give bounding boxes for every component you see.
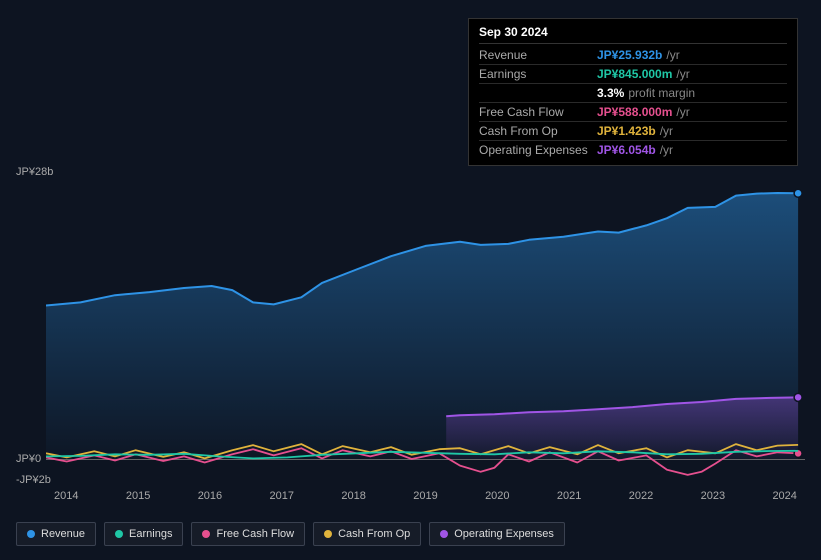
tooltip-row-label: Operating Expenses — [479, 143, 597, 157]
tooltip-row-label: Cash From Op — [479, 124, 597, 138]
legend-item-revenue[interactable]: Revenue — [16, 522, 96, 546]
tooltip-row-unit: /yr — [666, 48, 679, 62]
tooltip-row-label: Revenue — [479, 48, 597, 62]
tooltip-row-label: Free Cash Flow — [479, 105, 597, 119]
tooltip-date: Sep 30 2024 — [479, 25, 787, 44]
x-tick: 2016 — [198, 490, 222, 502]
legend-swatch — [324, 530, 332, 538]
legend-swatch — [440, 530, 448, 538]
tooltip-row: Operating ExpensesJP¥6.054b/yr — [479, 141, 787, 159]
x-tick: 2019 — [413, 490, 437, 502]
tooltip-row-unit: profit margin — [628, 86, 695, 100]
tooltip-row-value: 3.3% — [597, 86, 624, 100]
tooltip-row-value: JP¥1.423b — [597, 124, 656, 138]
tooltip-row-value: JP¥6.054b — [597, 143, 656, 157]
legend-label: Cash From Op — [338, 528, 410, 540]
tooltip-row: EarningsJP¥845.000m/yr — [479, 65, 787, 84]
legend-item-free_cash_flow[interactable]: Free Cash Flow — [191, 522, 305, 546]
y-axis-max-label: JP¥28b — [16, 166, 44, 178]
tooltip-row: Free Cash FlowJP¥588.000m/yr — [479, 103, 787, 122]
legend-swatch — [27, 530, 35, 538]
y-axis-neg-label: -JP¥2b — [16, 474, 44, 486]
tooltip-row-label — [479, 86, 597, 100]
legend-item-cash_from_op[interactable]: Cash From Op — [313, 522, 421, 546]
chart-container: JP¥28b JP¥0 -JP¥2b 201420152016201720182… — [16, 158, 805, 510]
tooltip-row-label: Earnings — [479, 67, 597, 81]
chart-legend: Revenue Earnings Free Cash Flow Cash From O… — [16, 522, 565, 546]
x-tick: 2020 — [485, 490, 509, 502]
x-tick: 2022 — [629, 490, 653, 502]
legend-label: Operating Expenses — [454, 528, 554, 540]
series-end-marker-operating_expenses — [794, 393, 802, 401]
tooltip-row-unit: /yr — [676, 67, 689, 81]
chart-tooltip: Sep 30 2024 RevenueJP¥25.932b/yrEarnings… — [468, 18, 798, 166]
legend-label: Earnings — [129, 528, 172, 540]
tooltip-row-value: JP¥588.000m — [597, 105, 672, 119]
legend-swatch — [202, 530, 210, 538]
tooltip-row-unit: /yr — [676, 105, 689, 119]
chart-plot-area[interactable] — [46, 172, 805, 480]
legend-label: Free Cash Flow — [216, 528, 294, 540]
tooltip-row: Cash From OpJP¥1.423b/yr — [479, 122, 787, 141]
series-end-marker-revenue — [794, 189, 802, 197]
legend-swatch — [115, 530, 123, 538]
legend-label: Revenue — [41, 528, 85, 540]
x-tick: 2018 — [341, 490, 365, 502]
x-tick: 2017 — [270, 490, 294, 502]
x-axis: 2014 2015 2016 2017 2018 2019 2020 2021 2022 2023… — [46, 490, 805, 502]
x-tick: 2021 — [557, 490, 581, 502]
x-tick: 2014 — [54, 490, 78, 502]
x-tick: 2024 — [772, 490, 796, 502]
y-axis-zero-label: JP¥0 — [16, 453, 44, 465]
x-tick: 2023 — [701, 490, 725, 502]
x-tick: 2015 — [126, 490, 150, 502]
legend-item-earnings[interactable]: Earnings — [104, 522, 183, 546]
tooltip-row-value: JP¥845.000m — [597, 67, 672, 81]
tooltip-row-value: JP¥25.932b — [597, 48, 662, 62]
tooltip-row: RevenueJP¥25.932b/yr — [479, 46, 787, 65]
tooltip-row: 3.3% profit margin — [479, 84, 787, 103]
tooltip-row-unit: /yr — [660, 124, 673, 138]
legend-item-operating_expenses[interactable]: Operating Expenses — [429, 522, 565, 546]
tooltip-row-unit: /yr — [660, 143, 673, 157]
